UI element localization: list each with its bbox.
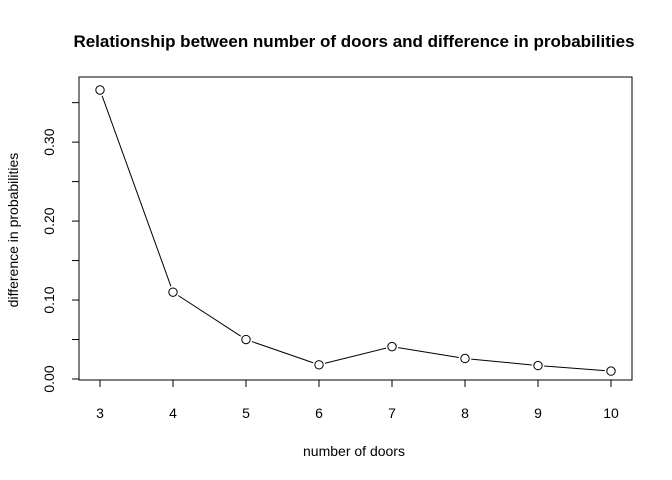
series-segment bbox=[398, 347, 459, 358]
data-point bbox=[241, 334, 251, 345]
x-tick-label: 3 bbox=[96, 405, 104, 421]
data-point bbox=[95, 85, 105, 95]
x-tick-label: 8 bbox=[461, 405, 469, 421]
data-point bbox=[606, 366, 616, 376]
x-tick-label: 5 bbox=[242, 405, 250, 421]
y-tick-label: 0.30 bbox=[41, 128, 57, 155]
data-point bbox=[533, 360, 543, 371]
data-point bbox=[387, 341, 397, 352]
series-segment bbox=[471, 358, 532, 366]
series-segment bbox=[544, 365, 605, 372]
y-axis-label: difference in probabilities bbox=[5, 153, 21, 308]
y-axis: 0.00 0.10 0.20 0.30 bbox=[41, 102, 80, 393]
x-tick-label: 7 bbox=[388, 405, 396, 421]
x-tick-label: 6 bbox=[315, 405, 323, 421]
data-point bbox=[314, 360, 324, 370]
y-tick-label: 0.10 bbox=[41, 286, 57, 313]
y-tick-label: 0.20 bbox=[41, 207, 57, 234]
x-tick-label: 4 bbox=[169, 405, 177, 421]
x-tick-label: 10 bbox=[603, 405, 619, 421]
series-line bbox=[95, 85, 616, 376]
y-tick-label: 0.00 bbox=[41, 365, 57, 392]
data-point bbox=[168, 287, 178, 297]
plot-frame bbox=[78, 76, 633, 381]
series-segment bbox=[251, 341, 314, 364]
series-segment bbox=[324, 347, 387, 364]
x-axis-label: number of doors bbox=[303, 443, 405, 459]
series-segment bbox=[177, 295, 242, 337]
x-tick-label: 9 bbox=[534, 405, 542, 421]
chart-title: Relationship between number of doors and… bbox=[73, 32, 634, 51]
series-segment bbox=[101, 95, 172, 287]
x-axis: 3 4 5 6 7 8 9 10 bbox=[96, 379, 619, 421]
data-point bbox=[460, 353, 470, 364]
